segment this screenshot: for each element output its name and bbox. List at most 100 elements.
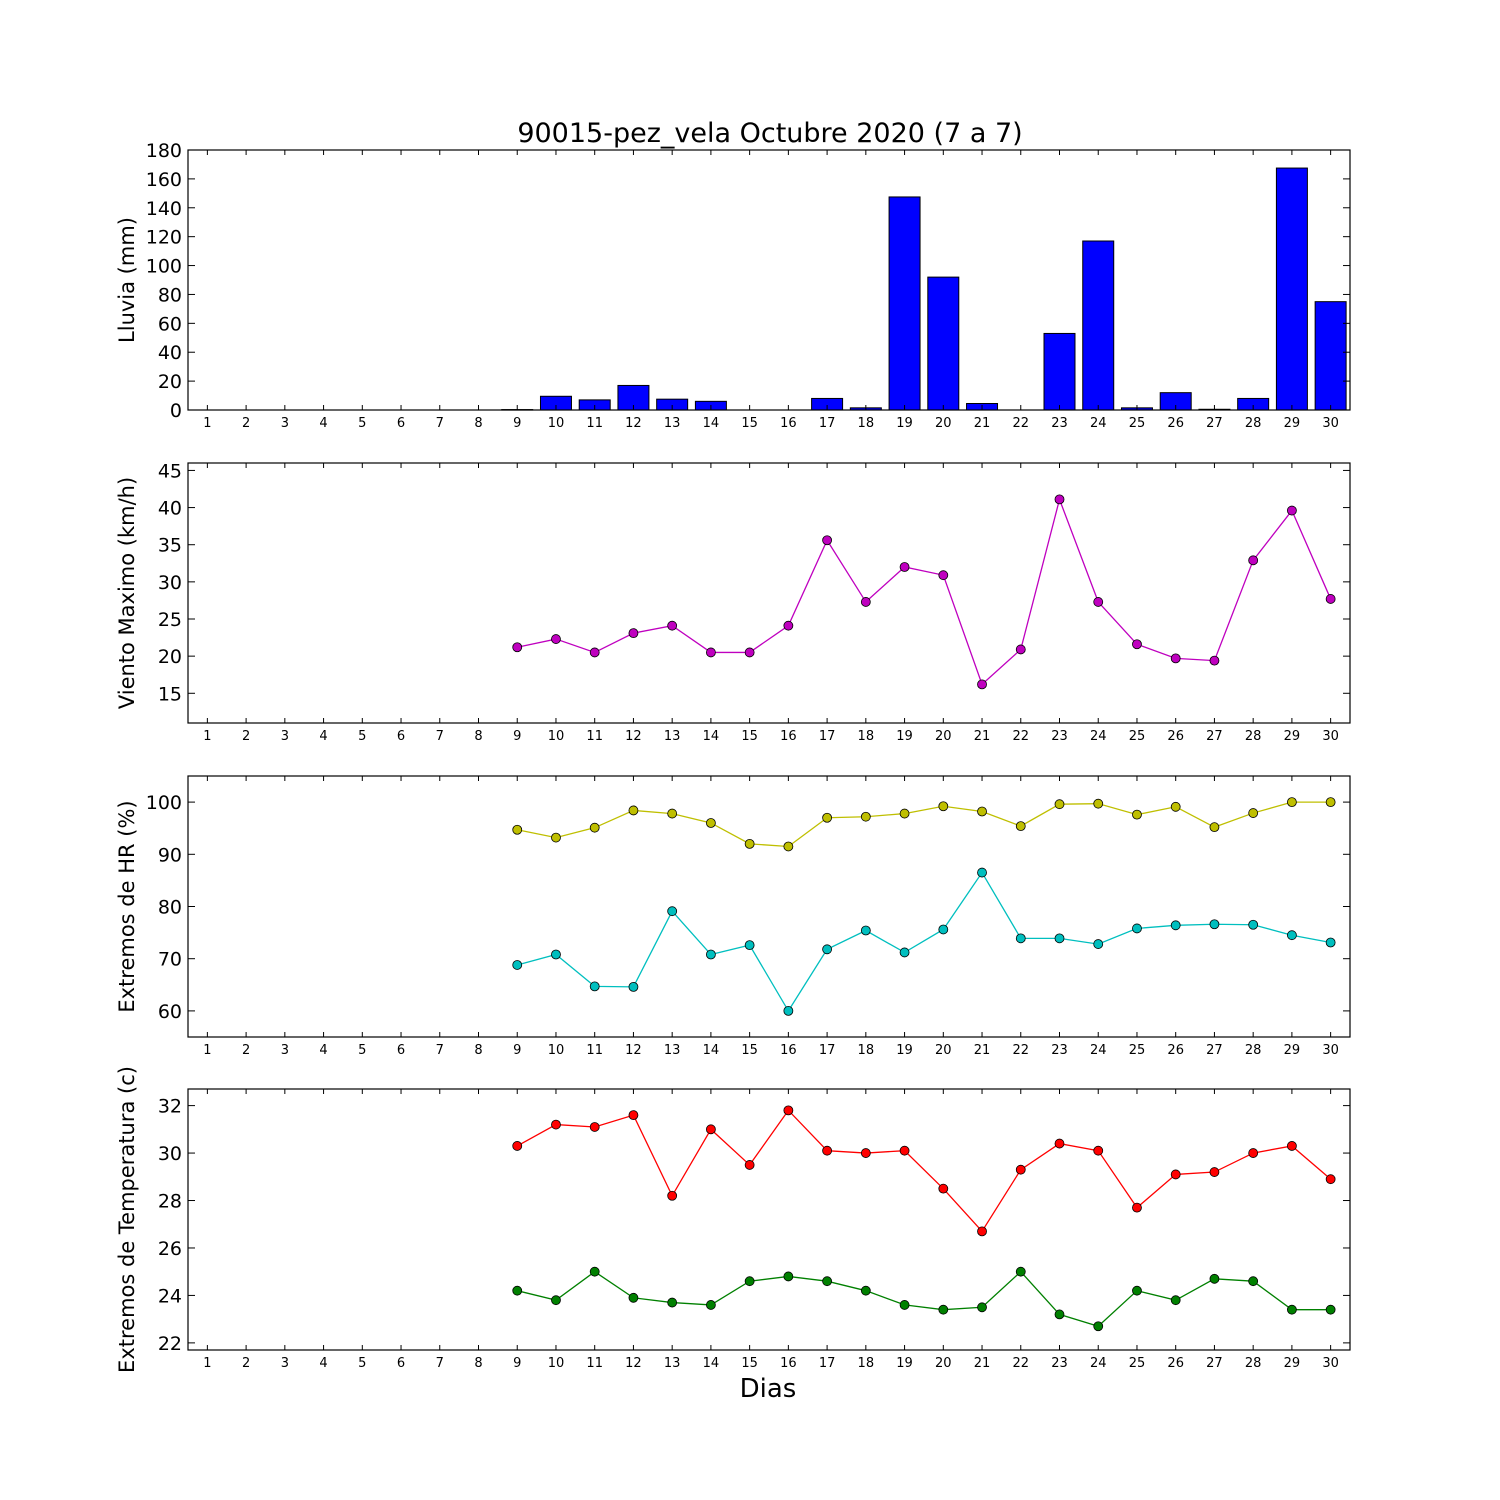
- x-tick-label: 11: [586, 729, 603, 744]
- chart-title: 90015-pez_vela Octubre 2020 (7 a 7): [517, 118, 1022, 149]
- x-tick-label: 18: [858, 1043, 875, 1058]
- x-tick-label: 4: [319, 729, 327, 744]
- point-series-1-day-17: [822, 812, 832, 823]
- point-series-1-day-23: [1054, 1138, 1065, 1149]
- point-series-2-day-29: [1287, 1304, 1297, 1315]
- point-series-2-day-13: [667, 1297, 678, 1308]
- series-line-1: [516, 1109, 1332, 1233]
- y-tick-label: 35: [158, 535, 182, 557]
- point-series-2-day-24: [1093, 939, 1104, 949]
- x-tick-label: 22: [1012, 729, 1029, 744]
- point-series-2-day-28: [1248, 1276, 1259, 1287]
- x-tick-label: 19: [896, 416, 913, 431]
- x-tick-label: 23: [1051, 729, 1068, 744]
- point-series-2-day-14: [706, 1300, 716, 1310]
- point-series-2-day-10: [551, 949, 561, 960]
- point-series-2-day-25: [1132, 923, 1142, 934]
- x-tick-label: 14: [703, 416, 720, 431]
- point-series-1-day-9: [512, 824, 523, 835]
- point-series-1-day-14: [706, 818, 716, 828]
- point-series-1-day-17: [822, 1145, 832, 1156]
- point-series-2-day-19: [899, 1300, 910, 1310]
- x-tick-label: 10: [548, 1356, 565, 1371]
- point-series-2-day-22: [1015, 1266, 1026, 1277]
- x-tick-label: 24: [1090, 416, 1107, 431]
- point-series-1-day-29: [1287, 1141, 1297, 1151]
- point-series-1-day-13: [667, 1190, 678, 1201]
- x-tick-label: 17: [819, 729, 836, 744]
- point-series-1-day-26: [1170, 801, 1181, 812]
- y-tick-label: 15: [158, 683, 182, 705]
- point-series-2-day-21: [977, 1302, 987, 1313]
- point-series-1-day-28: [1248, 555, 1259, 566]
- point-series-2-day-11: [589, 981, 600, 992]
- x-tick-label: 30: [1322, 416, 1339, 431]
- x-tick-label: 20: [935, 1356, 952, 1371]
- x-tick-label: 10: [548, 729, 565, 744]
- point-series-1-day-20: [938, 570, 949, 581]
- y-tick-label: 22: [158, 1333, 182, 1355]
- point-series-1-day-27: [1209, 822, 1220, 833]
- point-series-2-day-17: [822, 944, 832, 955]
- y-tick-label: 24: [158, 1285, 182, 1307]
- x-tick-label: 7: [436, 729, 444, 744]
- point-series-1-day-23: [1054, 494, 1065, 505]
- x-tick-label: 30: [1322, 1356, 1339, 1371]
- x-tick-label: 28: [1245, 1356, 1262, 1371]
- x-tick-label: 5: [358, 1356, 366, 1371]
- x-tick-label: 19: [896, 1356, 913, 1371]
- x-tick-label: 10: [548, 1043, 565, 1058]
- point-series-1-day-22: [1015, 644, 1026, 655]
- y-tick-label: 25: [158, 609, 182, 631]
- x-tick-label: 2: [242, 1043, 250, 1058]
- point-series-2-day-10: [551, 1295, 561, 1306]
- point-series-1-day-19: [899, 808, 910, 819]
- x-tick-label: 23: [1051, 1356, 1068, 1371]
- x-tick-label: 20: [935, 1043, 952, 1058]
- x-tick-label: 1: [203, 1043, 211, 1058]
- x-tick-label: 24: [1090, 1043, 1107, 1058]
- y-tick-label: 32: [158, 1096, 182, 1118]
- point-series-2-day-15: [744, 940, 755, 951]
- point-series-1-day-30: [1325, 594, 1336, 604]
- x-tick-label: 9: [513, 1043, 521, 1058]
- x-tick-label: 12: [625, 1043, 642, 1058]
- point-series-1-day-10: [551, 832, 561, 843]
- point-series-1-day-30: [1325, 797, 1336, 807]
- point-series-1-day-9: [512, 642, 523, 653]
- x-tick-label: 25: [1129, 729, 1146, 744]
- point-series-2-day-25: [1132, 1285, 1142, 1296]
- y-tick-label: 100: [146, 792, 182, 814]
- point-series-2-day-29: [1287, 930, 1297, 941]
- point-series-2-day-20: [938, 1304, 949, 1315]
- y-tick-label: 120: [146, 227, 182, 249]
- point-series-1-day-13: [667, 620, 678, 631]
- point-series-2-day-23: [1054, 933, 1065, 944]
- y-tick-label: 30: [158, 572, 182, 594]
- point-series-2-day-30: [1325, 1304, 1336, 1315]
- x-tick-label: 30: [1322, 1043, 1339, 1058]
- x-tick-label: 3: [281, 1043, 289, 1058]
- point-series-2-day-15: [744, 1276, 755, 1287]
- panel-4: 1 2 3 4 5 6 7 8 9 10 11 12 13 14 15 16 17 18 19 20 21 22 23 24 2…: [115, 1066, 1351, 1373]
- x-tick-label: 12: [625, 1356, 642, 1371]
- y-tick-label: 100: [146, 256, 182, 278]
- point-series-2-day-27: [1209, 1273, 1220, 1284]
- x-tick-label: 29: [1284, 416, 1301, 431]
- x-tick-label: 26: [1167, 1043, 1184, 1058]
- x-tick-label: 15: [741, 729, 758, 744]
- series-line-1: [517, 801, 1331, 848]
- point-series-1-day-21: [977, 1226, 987, 1237]
- point-series-2-day-23: [1054, 1309, 1065, 1320]
- y-tick-label: 80: [158, 284, 182, 306]
- x-tick-label: 24: [1090, 1356, 1107, 1371]
- x-tick-label: 21: [974, 1043, 991, 1058]
- y-axis-label: Extremos de Temperatura (c): [115, 1066, 139, 1373]
- x-tick-label: 8: [474, 729, 482, 744]
- x-tick-label: 4: [319, 1043, 327, 1058]
- point-series-2-day-12: [628, 1292, 639, 1303]
- x-tick-label: 29: [1284, 1356, 1301, 1371]
- x-tick-label: 15: [741, 1356, 758, 1371]
- x-tick-label: 4: [319, 416, 327, 431]
- x-tick-label: 27: [1206, 729, 1223, 744]
